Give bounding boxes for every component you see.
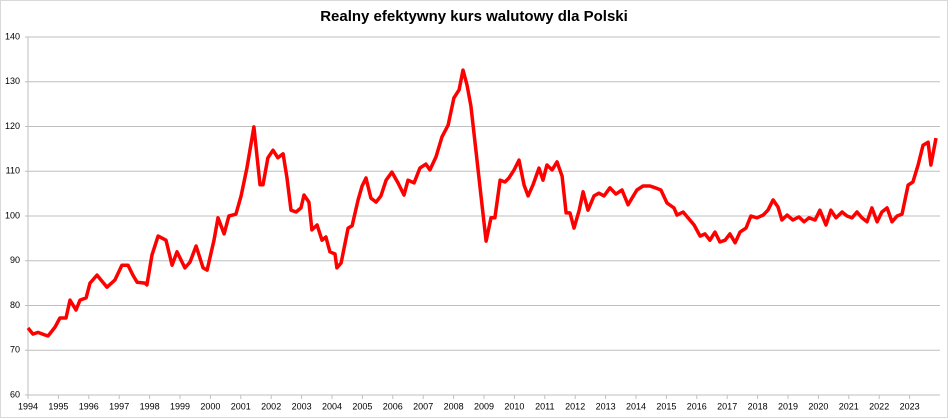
x-tick-label: 2015: [656, 401, 676, 411]
x-tick-label: 2005: [352, 401, 372, 411]
x-tick-label: 2023: [900, 401, 920, 411]
x-tick-label: 2021: [839, 401, 859, 411]
x-tick-label: 2010: [504, 401, 524, 411]
x-tick-label: 2007: [413, 401, 433, 411]
x-tick-label: 1995: [48, 401, 68, 411]
x-tick-label: 2003: [292, 401, 312, 411]
x-tick-label: 2002: [261, 401, 281, 411]
y-tick-label: 70: [10, 345, 20, 355]
x-tick-label: 2014: [626, 401, 646, 411]
y-tick-label: 130: [5, 76, 20, 86]
x-tick-label: 1998: [140, 401, 160, 411]
x-tick-label: 2001: [231, 401, 251, 411]
x-tick-label: 1997: [109, 401, 129, 411]
y-tick-label: 100: [5, 210, 20, 220]
y-tick-label: 110: [6, 166, 20, 176]
x-tick-label: 1999: [170, 401, 190, 411]
chart-title: Realny efektywny kurs walutowy dla Polsk…: [320, 8, 628, 25]
x-tick-label: 2006: [383, 401, 403, 411]
x-tick-label: 2004: [322, 401, 342, 411]
x-tick-label: 2000: [200, 401, 220, 411]
x-tick-label: 2017: [717, 401, 737, 411]
x-tick-label: 2019: [778, 401, 798, 411]
y-tick-label: 60: [10, 389, 20, 399]
y-tick-label: 140: [5, 31, 20, 41]
x-tick-label: 2008: [444, 401, 464, 411]
line: [26, 68, 938, 338]
y-tick-label: 80: [10, 300, 20, 310]
y-tick-label: 90: [10, 255, 20, 265]
x-tick-label: 2018: [748, 401, 768, 411]
y-tick-label: 120: [5, 121, 20, 131]
x-tick-label: 1996: [79, 401, 99, 411]
x-tick-label: 1994: [18, 401, 38, 411]
x-tick-label: 2020: [808, 401, 828, 411]
x-tick-label: 2011: [535, 401, 554, 411]
x-tick-label: 2013: [596, 401, 616, 411]
x-tick-label: 2009: [474, 401, 494, 411]
x-tick-label: 2012: [565, 401, 585, 411]
x-tick-label: 2016: [687, 401, 707, 411]
x-tick-label: 2022: [869, 401, 889, 411]
